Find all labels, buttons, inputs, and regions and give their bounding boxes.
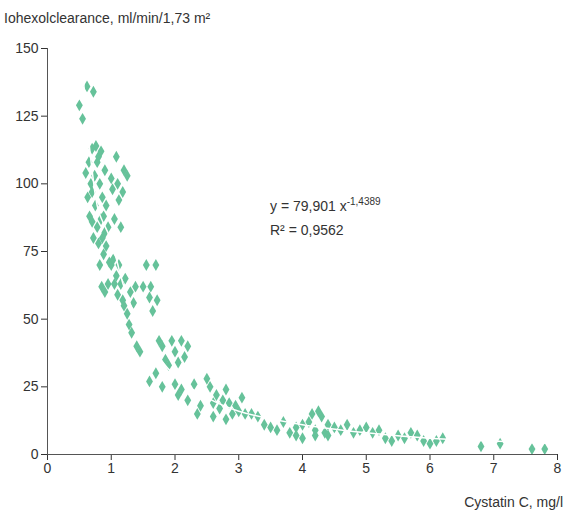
svg-text:75: 75 bbox=[23, 243, 39, 259]
svg-text:4: 4 bbox=[299, 460, 307, 476]
svg-text:6: 6 bbox=[426, 460, 434, 476]
svg-text:1: 1 bbox=[107, 460, 115, 476]
html-text:Cystatin C, mg/l: Cystatin C, mg/l bbox=[464, 494, 563, 510]
html-text:y = 79,901 x-1,4389: y = 79,901 x-1,4389 bbox=[270, 196, 381, 214]
html-text:R² = 0,9562: R² = 0,9562 bbox=[270, 222, 344, 238]
svg-text:0: 0 bbox=[31, 446, 39, 462]
svg-text:150: 150 bbox=[15, 40, 39, 56]
svg-text:2: 2 bbox=[171, 460, 179, 476]
svg-text:3: 3 bbox=[235, 460, 243, 476]
svg-text:8: 8 bbox=[554, 460, 562, 476]
svg-text:50: 50 bbox=[23, 311, 39, 327]
svg-text:7: 7 bbox=[490, 460, 498, 476]
svg-text:25: 25 bbox=[23, 378, 39, 394]
svg-text:5: 5 bbox=[362, 460, 370, 476]
svg-text:0: 0 bbox=[44, 460, 52, 476]
svg-text:100: 100 bbox=[15, 175, 39, 191]
html-text:Iohexolclearance, ml/min/1,73: Iohexolclearance, ml/min/1,73 m² bbox=[4, 10, 211, 26]
svg-text:125: 125 bbox=[15, 108, 39, 124]
